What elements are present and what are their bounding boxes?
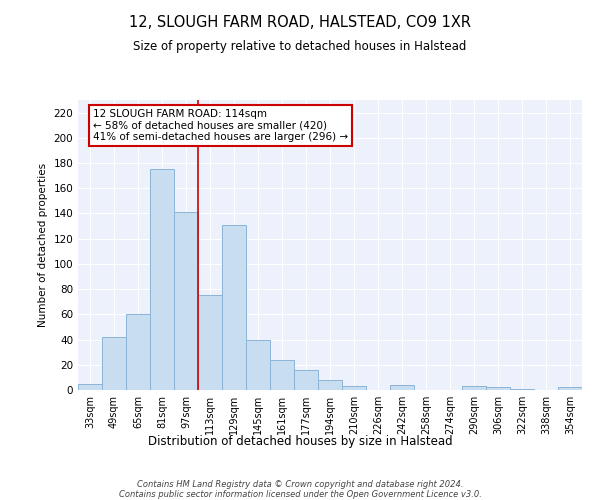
Bar	[198, 296, 222, 390]
Y-axis label: Number of detached properties: Number of detached properties	[38, 163, 48, 327]
Bar	[270, 360, 294, 390]
Bar	[174, 212, 198, 390]
Text: Contains HM Land Registry data © Crown copyright and database right 2024.
Contai: Contains HM Land Registry data © Crown c…	[119, 480, 481, 500]
Bar	[510, 388, 534, 390]
Text: Distribution of detached houses by size in Halstead: Distribution of detached houses by size …	[148, 435, 452, 448]
Bar	[222, 225, 246, 390]
Bar	[246, 340, 270, 390]
Text: 12 SLOUGH FARM ROAD: 114sqm
← 58% of detached houses are smaller (420)
41% of se: 12 SLOUGH FARM ROAD: 114sqm ← 58% of det…	[93, 108, 348, 142]
Bar	[102, 337, 126, 390]
Bar	[462, 386, 486, 390]
Bar	[342, 386, 366, 390]
Text: 12, SLOUGH FARM ROAD, HALSTEAD, CO9 1XR: 12, SLOUGH FARM ROAD, HALSTEAD, CO9 1XR	[129, 15, 471, 30]
Bar	[126, 314, 150, 390]
Text: Size of property relative to detached houses in Halstead: Size of property relative to detached ho…	[133, 40, 467, 53]
Bar	[78, 384, 102, 390]
Bar	[558, 388, 582, 390]
Bar	[390, 385, 414, 390]
Bar	[150, 170, 174, 390]
Bar	[486, 388, 510, 390]
Bar	[294, 370, 318, 390]
Bar	[318, 380, 342, 390]
